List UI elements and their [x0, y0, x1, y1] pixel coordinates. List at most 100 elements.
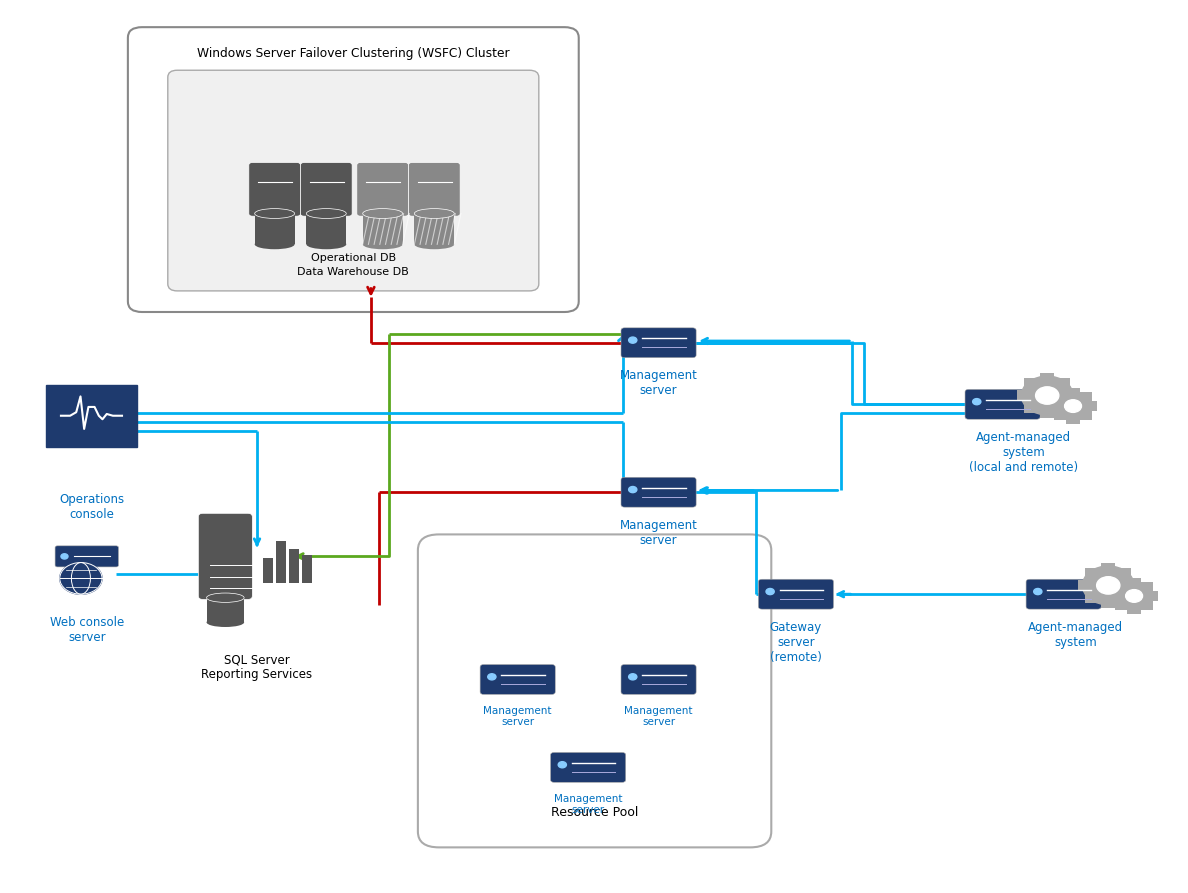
FancyBboxPatch shape: [621, 664, 696, 695]
FancyBboxPatch shape: [1024, 402, 1038, 413]
Ellipse shape: [362, 209, 403, 219]
FancyBboxPatch shape: [1024, 379, 1038, 388]
Ellipse shape: [254, 239, 295, 249]
FancyBboxPatch shape: [1127, 579, 1142, 588]
Text: Agent-managed
system
(local and remote): Agent-managed system (local and remote): [969, 430, 1079, 473]
Circle shape: [1097, 577, 1120, 594]
FancyBboxPatch shape: [1066, 413, 1080, 423]
Bar: [289, 549, 299, 583]
Text: Management
server: Management server: [554, 794, 623, 815]
FancyBboxPatch shape: [1101, 597, 1116, 608]
Text: Operational DB: Operational DB: [311, 253, 396, 263]
Circle shape: [1126, 589, 1143, 602]
FancyBboxPatch shape: [480, 664, 555, 695]
FancyBboxPatch shape: [248, 163, 301, 216]
Ellipse shape: [207, 618, 244, 627]
FancyBboxPatch shape: [1041, 407, 1054, 418]
FancyBboxPatch shape: [1117, 568, 1131, 579]
Ellipse shape: [307, 209, 346, 219]
Circle shape: [1034, 588, 1042, 595]
FancyBboxPatch shape: [45, 385, 138, 446]
Bar: [302, 555, 312, 583]
Bar: [415, 213, 454, 245]
Circle shape: [1036, 387, 1059, 405]
Circle shape: [628, 487, 637, 493]
FancyBboxPatch shape: [168, 71, 539, 291]
FancyBboxPatch shape: [356, 163, 409, 216]
Ellipse shape: [307, 239, 346, 249]
Ellipse shape: [362, 239, 403, 249]
Text: Windows Server Failover Clustering (WSFC) Cluster: Windows Server Failover Clustering (WSFC…: [197, 46, 510, 60]
FancyBboxPatch shape: [1054, 410, 1068, 420]
Circle shape: [628, 673, 637, 680]
FancyBboxPatch shape: [301, 163, 352, 216]
FancyBboxPatch shape: [128, 27, 579, 312]
FancyBboxPatch shape: [1056, 379, 1070, 388]
FancyBboxPatch shape: [1078, 392, 1092, 403]
Bar: [263, 558, 273, 583]
Bar: [276, 540, 286, 583]
Circle shape: [1064, 400, 1081, 413]
FancyBboxPatch shape: [1116, 582, 1130, 592]
FancyBboxPatch shape: [1063, 390, 1078, 401]
FancyBboxPatch shape: [409, 163, 460, 216]
Circle shape: [558, 762, 567, 768]
FancyBboxPatch shape: [418, 534, 771, 847]
Text: Web console
server: Web console server: [50, 616, 124, 644]
Text: Management
server: Management server: [625, 705, 693, 728]
FancyBboxPatch shape: [1116, 599, 1130, 610]
FancyBboxPatch shape: [1124, 580, 1138, 590]
Text: Data Warehouse DB: Data Warehouse DB: [297, 267, 409, 277]
Ellipse shape: [254, 209, 295, 219]
FancyBboxPatch shape: [1139, 582, 1152, 592]
Circle shape: [973, 398, 981, 405]
FancyBboxPatch shape: [1066, 388, 1080, 399]
FancyBboxPatch shape: [758, 580, 834, 609]
Text: Management
server: Management server: [484, 705, 552, 728]
Text: SQL Server
Reporting Services: SQL Server Reporting Services: [202, 653, 312, 681]
Circle shape: [488, 673, 495, 680]
Text: Management
server: Management server: [620, 369, 697, 397]
Circle shape: [1022, 376, 1073, 415]
Circle shape: [59, 563, 102, 594]
Text: Gateway
server
(remote): Gateway server (remote): [770, 621, 822, 663]
Circle shape: [766, 588, 775, 595]
FancyBboxPatch shape: [965, 389, 1041, 419]
FancyBboxPatch shape: [550, 753, 626, 782]
FancyBboxPatch shape: [1111, 590, 1125, 601]
FancyBboxPatch shape: [1049, 401, 1063, 412]
FancyBboxPatch shape: [1117, 592, 1131, 603]
FancyBboxPatch shape: [1056, 402, 1070, 413]
Circle shape: [628, 337, 637, 343]
FancyBboxPatch shape: [1026, 580, 1101, 609]
Bar: [307, 213, 346, 245]
FancyBboxPatch shape: [1144, 590, 1157, 601]
FancyBboxPatch shape: [1079, 580, 1093, 590]
FancyBboxPatch shape: [1082, 401, 1097, 412]
Circle shape: [1082, 566, 1135, 605]
Text: Management
server: Management server: [620, 519, 697, 547]
Text: Agent-managed
system: Agent-managed system: [1028, 621, 1123, 648]
Circle shape: [1054, 392, 1092, 420]
FancyBboxPatch shape: [1054, 392, 1068, 403]
FancyBboxPatch shape: [1101, 563, 1116, 573]
FancyBboxPatch shape: [621, 477, 696, 507]
Circle shape: [61, 554, 68, 559]
Ellipse shape: [415, 239, 454, 249]
Circle shape: [1116, 582, 1152, 610]
FancyBboxPatch shape: [198, 513, 252, 599]
FancyBboxPatch shape: [1127, 603, 1142, 613]
Ellipse shape: [207, 593, 244, 603]
FancyBboxPatch shape: [1085, 592, 1099, 603]
FancyBboxPatch shape: [621, 328, 696, 358]
Bar: [254, 213, 295, 245]
Ellipse shape: [415, 209, 454, 219]
Text: Operations
console: Operations console: [59, 493, 124, 521]
FancyBboxPatch shape: [1139, 599, 1152, 610]
Bar: [207, 597, 244, 622]
FancyBboxPatch shape: [1085, 568, 1099, 579]
Bar: [362, 213, 403, 245]
FancyBboxPatch shape: [1041, 373, 1054, 384]
Text: Resource Pool: Resource Pool: [551, 806, 638, 819]
FancyBboxPatch shape: [55, 546, 119, 567]
